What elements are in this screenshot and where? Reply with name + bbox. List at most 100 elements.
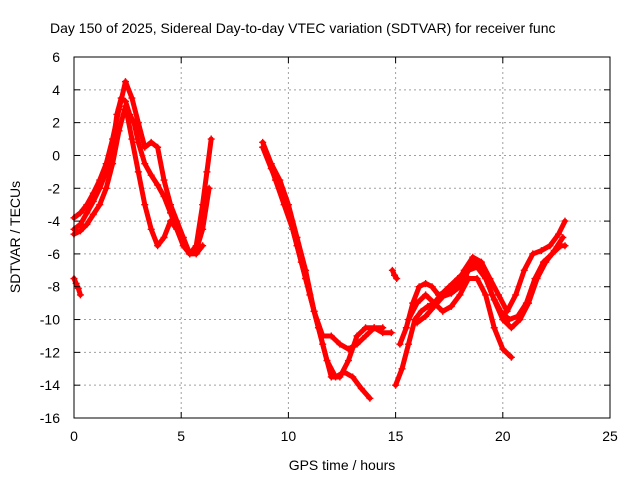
y-tick-label: 2	[52, 115, 60, 131]
data-point	[109, 160, 117, 168]
data-point	[83, 209, 91, 217]
data-point	[404, 316, 412, 324]
data-point	[366, 394, 374, 402]
data-point	[396, 340, 404, 348]
x-tick-label: 20	[495, 428, 511, 444]
data-point	[473, 275, 481, 283]
data-point	[499, 345, 507, 353]
data-point	[327, 332, 335, 340]
data-point	[398, 365, 406, 373]
data-point	[550, 247, 558, 255]
data-point	[422, 279, 430, 287]
data-point	[186, 250, 194, 258]
y-tick-label: 6	[52, 49, 60, 65]
data-point	[128, 94, 136, 102]
data-point	[561, 242, 569, 250]
x-tick-label: 5	[177, 428, 185, 444]
data-point	[323, 357, 331, 365]
y-tick-label: -6	[48, 246, 61, 262]
data-point	[507, 324, 515, 332]
data-point	[379, 324, 387, 332]
series-trace	[71, 276, 83, 298]
data-point	[482, 275, 490, 283]
data-point	[134, 138, 142, 146]
series-track-3	[70, 102, 207, 258]
data-point	[482, 291, 490, 299]
data-point	[263, 151, 271, 159]
data-point	[362, 324, 370, 332]
data-point	[205, 184, 213, 192]
data-point	[340, 368, 348, 376]
data-point	[89, 189, 97, 197]
data-point	[134, 168, 142, 176]
data-point	[542, 258, 550, 266]
series-track-9	[404, 275, 515, 361]
data-point	[422, 291, 430, 299]
x-tick-label: 25	[602, 428, 618, 444]
data-point	[154, 143, 162, 151]
data-point	[561, 217, 569, 225]
data-point	[495, 291, 503, 299]
data-point	[154, 181, 162, 189]
data-point	[413, 319, 421, 327]
x-tick-label: 10	[281, 428, 297, 444]
data-point	[456, 291, 464, 299]
data-point	[199, 225, 207, 233]
y-axis-title: SDTVAR / TECUs	[7, 181, 23, 293]
axis-ticks	[73, 56, 611, 419]
plot-frame	[73, 56, 611, 419]
y-tick-labels: -16 -14 -12 -10 -8 -6 -4 -2 0 2 4 6	[40, 49, 60, 426]
data-point	[404, 340, 412, 348]
data-point	[533, 275, 541, 283]
data-point	[336, 340, 344, 348]
data-point	[121, 78, 129, 86]
x-tick-labels: 0 5 10 15 20 25	[70, 428, 618, 444]
series-track-10	[413, 234, 567, 332]
data-point	[447, 289, 455, 297]
data-point	[370, 324, 378, 332]
data-point	[402, 324, 410, 332]
data-point	[387, 329, 395, 337]
data-point	[160, 234, 168, 241]
y-tick-label: 4	[52, 82, 60, 98]
series-trace	[397, 218, 568, 347]
data-point	[76, 220, 84, 228]
data-point	[388, 266, 396, 274]
data-point	[207, 135, 215, 143]
data-point	[559, 234, 567, 241]
data-point	[121, 102, 129, 110]
series-short-segment	[388, 266, 401, 283]
data-point	[499, 316, 507, 324]
data-point	[393, 275, 401, 283]
data-point	[439, 293, 447, 301]
data-point	[424, 302, 432, 310]
data-series	[70, 78, 569, 402]
data-point	[102, 184, 110, 192]
data-point	[525, 299, 533, 307]
data-point	[166, 201, 174, 209]
data-point	[76, 291, 84, 299]
data-point	[555, 230, 563, 238]
data-point	[537, 247, 545, 255]
data-point	[353, 332, 361, 340]
series-trace	[71, 95, 214, 257]
data-point	[83, 220, 91, 228]
data-point	[141, 143, 149, 151]
data-point	[74, 284, 82, 292]
series-trace	[414, 235, 566, 331]
data-point	[456, 283, 464, 291]
data-point	[203, 168, 211, 176]
data-point	[128, 135, 136, 143]
data-point	[141, 201, 149, 209]
y-tick-label: -2	[48, 180, 61, 196]
data-point	[96, 201, 104, 209]
data-point	[259, 143, 267, 151]
data-point	[512, 291, 520, 299]
series-track-6	[263, 151, 374, 402]
y-tick-label: 0	[52, 147, 60, 163]
data-point	[154, 242, 162, 250]
data-point	[83, 201, 91, 209]
data-point	[297, 258, 305, 266]
data-point	[392, 381, 400, 389]
